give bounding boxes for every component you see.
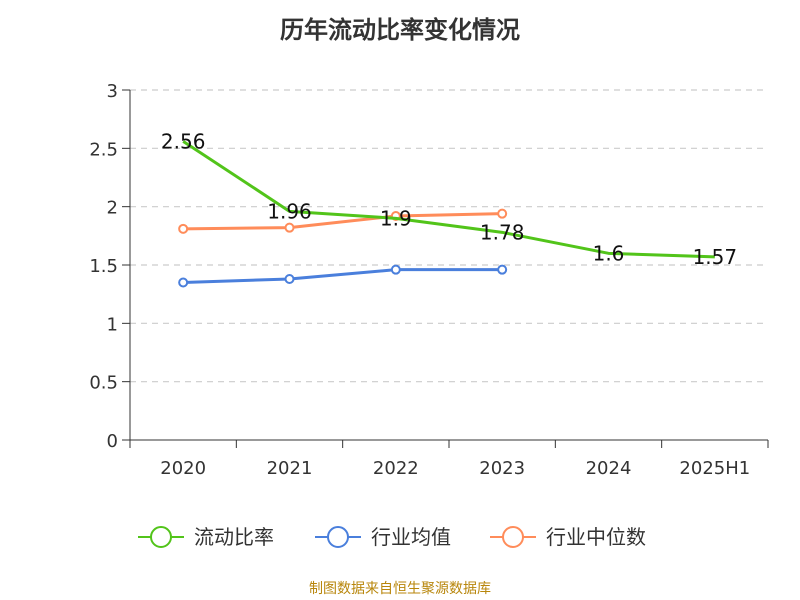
legend-label-1: 行业均值 [371,525,451,549]
chart-title: 历年流动比率变化情况 [280,16,520,44]
series-line-1 [183,268,503,284]
legend: 流动比率 行业均值 行业中位数 [138,525,646,549]
data-label: 1.9 [380,206,412,230]
series-point-1 [284,274,295,284]
x-tick-label: 2021 [267,458,313,479]
series-point-2 [178,223,189,234]
y-tick-label: 3 [107,81,118,102]
data-labels: 2.56 1.96 1.9 1.78 1.6 1.57 [161,129,737,269]
series-point-1 [390,264,401,275]
x-tick-label: 2020 [160,458,206,479]
legend-label-2: 行业中位数 [546,525,646,549]
grid-lines [130,89,768,383]
data-label: 1.6 [593,241,625,265]
data-label: 1.78 [480,220,525,244]
y-tick-label: 0.5 [89,373,118,394]
x-tick-label: 2022 [373,458,419,479]
series-point-1 [497,264,508,275]
series-point-1 [178,277,189,288]
series-point-2 [497,208,508,219]
series-line-0 [182,140,715,259]
y-tick-label: 0 [107,431,118,452]
data-label: 2.56 [161,129,206,153]
y-tick-label: 1.5 [89,256,118,277]
y-tick-label: 2 [107,198,118,219]
x-tick-label: 2023 [479,458,525,479]
x-tick-label: 2024 [586,458,632,479]
axes: 0 0.5 1 1.5 2 2.5 3 2020 2021 2022 2023 2024 2025H1 [89,81,769,479]
data-label: 1.57 [693,245,738,269]
series-point-2 [284,222,295,233]
data-label: 1.96 [267,199,312,223]
legend-marker-0 [150,526,172,548]
legend-marker-2 [502,526,524,548]
y-tick-label: 2.5 [89,139,118,160]
series-lines [178,140,715,288]
legend-marker-1 [327,526,349,548]
source-note: 制图数据来自恒生聚源数据库 [309,581,491,597]
legend-label-0: 流动比率 [194,525,274,549]
series-line-2 [183,212,503,231]
x-tick-label: 2025H1 [679,458,750,479]
y-tick-label: 1 [107,314,118,335]
